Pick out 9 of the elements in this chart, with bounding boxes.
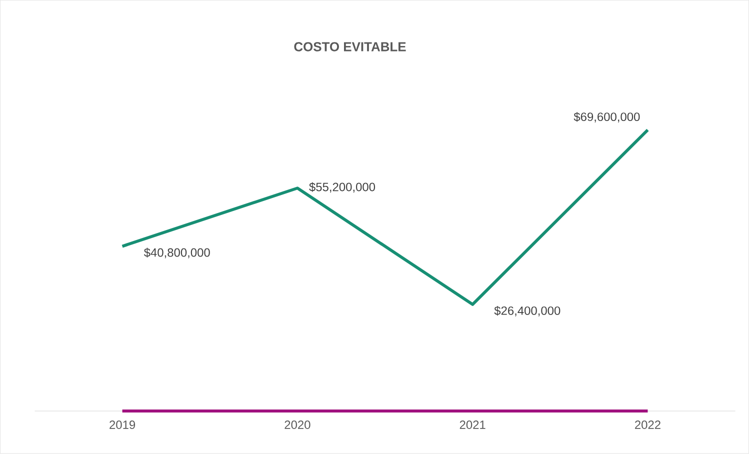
x-tick-label: 2021 <box>460 420 486 430</box>
data-label: $40,800,000 <box>144 248 210 258</box>
x-tick-label: 2019 <box>110 420 136 430</box>
data-label: $55,200,000 <box>309 182 376 193</box>
x-tick-label: 2020 <box>284 420 310 430</box>
x-tick-label: 2022 <box>635 420 660 430</box>
data-label: $26,400,000 <box>494 306 560 316</box>
data-label: $69,600,000 <box>574 112 640 123</box>
chart-title: COSTO EVITABLE <box>294 42 406 52</box>
